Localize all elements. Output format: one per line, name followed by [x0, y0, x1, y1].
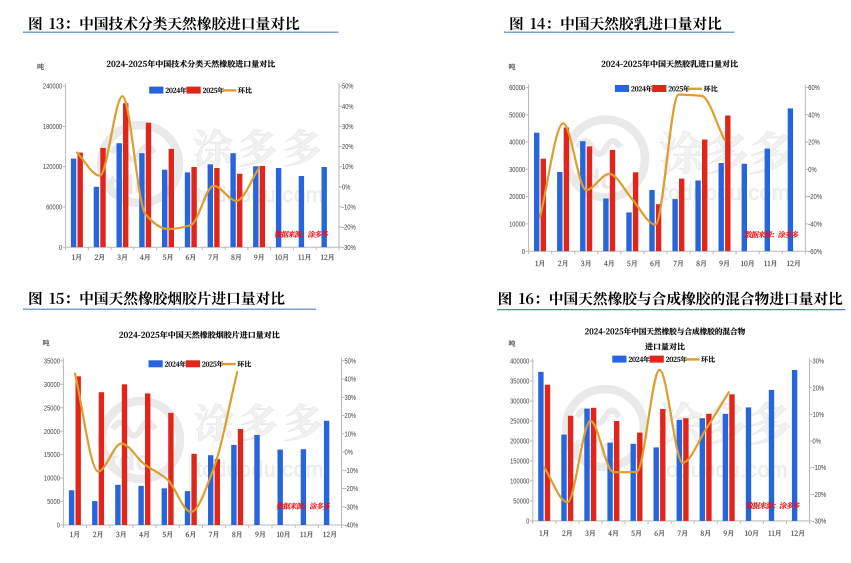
svg-text:25000: 25000: [44, 405, 60, 412]
svg-text:10000: 10000: [509, 222, 525, 229]
svg-text:300000: 300000: [510, 399, 529, 406]
svg-text:180000: 180000: [43, 124, 62, 131]
svg-text:-40%: -40%: [808, 222, 822, 229]
svg-text:10000: 10000: [44, 476, 60, 483]
svg-text:-20%: -20%: [345, 486, 359, 493]
svg-text:150000: 150000: [510, 459, 529, 466]
svg-text:0: 0: [522, 249, 525, 256]
svg-text:20%: 20%: [345, 413, 357, 420]
svg-text:-60%: -60%: [808, 249, 822, 256]
svg-text:10%: 10%: [345, 431, 357, 438]
svg-text:30%: 30%: [813, 359, 825, 366]
svg-text:40000: 40000: [509, 140, 525, 147]
svg-text:40%: 40%: [342, 104, 354, 111]
svg-text:20000: 20000: [44, 429, 60, 436]
svg-text:tdd: tdd: [108, 169, 152, 200]
svg-text:-10%: -10%: [342, 205, 356, 212]
svg-text:0%: 0%: [345, 450, 353, 457]
svg-text:10%: 10%: [342, 164, 354, 171]
svg-text:40%: 40%: [808, 112, 820, 119]
svg-text:0%: 0%: [813, 439, 821, 446]
svg-text:30000: 30000: [509, 167, 525, 174]
svg-text:-20%: -20%: [813, 492, 827, 499]
svg-text:350000: 350000: [510, 379, 529, 386]
svg-text:30%: 30%: [342, 124, 354, 131]
svg-text:-10%: -10%: [345, 468, 359, 475]
svg-text:-30%: -30%: [345, 504, 359, 511]
svg-text:20%: 20%: [808, 140, 820, 147]
svg-text:-30%: -30%: [342, 245, 356, 252]
svg-text:250000: 250000: [510, 419, 529, 426]
svg-text:30000: 30000: [44, 382, 60, 389]
svg-text:20%: 20%: [342, 144, 354, 151]
svg-text:120000: 120000: [43, 164, 62, 171]
svg-text:240000: 240000: [43, 84, 62, 91]
svg-text:60000: 60000: [46, 205, 62, 212]
svg-text:50%: 50%: [342, 84, 354, 91]
svg-text:200000: 200000: [510, 439, 529, 446]
svg-text:50%: 50%: [345, 358, 357, 365]
svg-text:50000: 50000: [509, 112, 525, 119]
svg-text:40%: 40%: [345, 377, 357, 384]
svg-text:15000: 15000: [44, 452, 60, 459]
svg-text:35000: 35000: [44, 358, 60, 365]
svg-text:400000: 400000: [510, 359, 529, 366]
svg-text:0: 0: [57, 523, 60, 530]
svg-text:0%: 0%: [342, 184, 350, 191]
svg-text:-40%: -40%: [345, 523, 359, 530]
svg-text:60000: 60000: [509, 85, 525, 92]
svg-text:10%: 10%: [813, 412, 825, 419]
svg-text:60%: 60%: [808, 85, 820, 92]
svg-text:-20%: -20%: [342, 225, 356, 232]
svg-text:30%: 30%: [345, 395, 357, 402]
svg-text:0%: 0%: [808, 167, 816, 174]
svg-text:50000: 50000: [513, 499, 529, 506]
svg-text:0: 0: [59, 245, 62, 252]
svg-text:-10%: -10%: [813, 465, 827, 472]
svg-text:-20%: -20%: [808, 194, 822, 201]
svg-text:-30%: -30%: [813, 519, 827, 526]
svg-text:0: 0: [526, 519, 529, 526]
svg-text:5000: 5000: [47, 499, 60, 506]
svg-text:20%: 20%: [813, 385, 825, 392]
svg-text:20000: 20000: [509, 194, 525, 201]
svg-text:toduodu.com: toduodu.com: [196, 459, 324, 482]
svg-text:100000: 100000: [510, 479, 529, 486]
